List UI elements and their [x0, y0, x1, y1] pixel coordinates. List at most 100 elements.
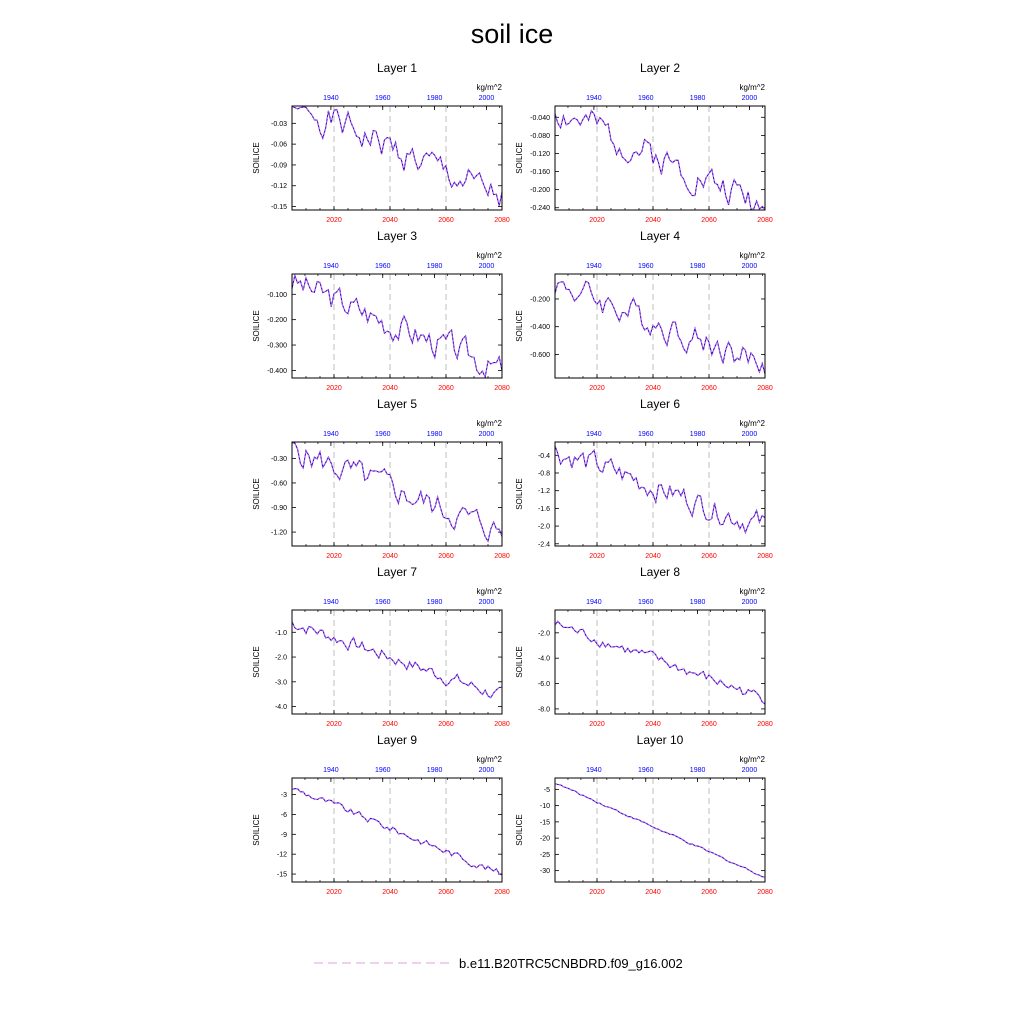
plot-frame — [291, 609, 503, 715]
x-tick-label: 2040 — [382, 385, 398, 392]
x2-tick-label: 1960 — [375, 767, 391, 774]
units-label: kg/m^2 — [739, 251, 765, 260]
y-axis-label: SOILICE — [252, 478, 261, 510]
x2-tick-label: 1960 — [638, 767, 654, 774]
y-tick-label: -15 — [540, 819, 550, 826]
chart-panel-2: Layer 2 kg/m^2 SOILICE 2020 2040 2060 2080 1940… — [515, 61, 773, 224]
y-tick-label: -0.200 — [267, 317, 287, 324]
series-line — [291, 788, 503, 876]
y-axis-label: SOILICE — [515, 814, 524, 846]
panel-title: Layer 5 — [377, 397, 417, 411]
x2-tick-label: 1960 — [375, 599, 391, 606]
series-line — [291, 621, 503, 699]
x-tick-label: 2040 — [382, 721, 398, 728]
units-label: kg/m^2 — [739, 419, 765, 428]
series-line — [554, 109, 766, 211]
x-tick-label: 2080 — [757, 385, 773, 392]
x2-tick-label: 1940 — [586, 431, 602, 438]
x-tick-label: 2080 — [757, 721, 773, 728]
y-tick-label: -0.60 — [271, 480, 287, 487]
x-tick-label: 2060 — [701, 721, 717, 728]
y-tick-label: -0.160 — [530, 169, 550, 176]
x2-tick-label: 1980 — [690, 767, 706, 774]
x-tick-label: 2080 — [757, 553, 773, 560]
panel-title: Layer 8 — [640, 565, 680, 579]
x2-tick-label: 1980 — [427, 599, 443, 606]
chart-panel-5: Layer 5 kg/m^2 SOILICE 2020 2040 2060 2080 1940… — [252, 397, 510, 560]
chart-panel-3: Layer 3 kg/m^2 SOILICE 2020 2040 2060 2080 1940… — [252, 229, 510, 392]
x2-tick-label: 1980 — [427, 263, 443, 270]
panel-title: Layer 10 — [637, 733, 684, 747]
x2-tick-label: 1940 — [586, 767, 602, 774]
x2-tick-label: 1940 — [323, 263, 339, 270]
series-line — [292, 442, 503, 543]
x2-tick-label: 2000 — [479, 95, 495, 102]
y-tick-label: -1.20 — [271, 530, 287, 537]
x2-tick-label: 1980 — [427, 431, 443, 438]
y-tick-label: -25 — [540, 852, 550, 859]
x-tick-label: 2020 — [589, 217, 605, 224]
x-tick-label: 2060 — [438, 889, 454, 896]
chart-panel-10: Layer 10 kg/m^2 SOILICE 2020 2040 2060 2080 194… — [515, 733, 773, 896]
x2-tick-label: 1980 — [427, 767, 443, 774]
x-tick-label: 2040 — [382, 217, 398, 224]
units-label: kg/m^2 — [476, 587, 502, 596]
chart-panel-8: Layer 8 kg/m^2 SOILICE 2020 2040 2060 2080 1940… — [515, 565, 773, 728]
y-tick-label: -30 — [540, 868, 550, 875]
x2-tick-label: 1980 — [690, 263, 706, 270]
units-label: kg/m^2 — [739, 587, 765, 596]
x-tick-label: 2040 — [645, 721, 661, 728]
y-tick-label: -3.0 — [275, 679, 287, 686]
y-tick-label: -0.600 — [530, 352, 550, 359]
x2-tick-label: 1960 — [375, 95, 391, 102]
series-line-overlay — [554, 110, 766, 211]
series-line-overlay — [554, 620, 766, 705]
legend-label: b.e11.B20TRC5CNBDRD.f09_g16.002 — [459, 956, 683, 971]
panel-title: Layer 3 — [377, 229, 417, 243]
x2-tick-label: 1980 — [427, 95, 443, 102]
x-tick-label: 2080 — [494, 385, 510, 392]
x-tick-label: 2080 — [494, 889, 510, 896]
y-tick-label: -0.90 — [271, 505, 287, 512]
y-tick-label: -0.12 — [271, 183, 287, 190]
plot-frame — [291, 105, 503, 211]
plot-frame — [554, 273, 766, 379]
y-tick-label: -0.400 — [267, 368, 287, 375]
series-line-overlay — [291, 106, 503, 206]
x2-tick-label: 2000 — [742, 599, 758, 606]
x2-tick-label: 1940 — [586, 263, 602, 270]
x-tick-label: 2040 — [645, 889, 661, 896]
x-tick-label: 2040 — [645, 553, 661, 560]
x2-tick-label: 1960 — [375, 263, 391, 270]
series-line-overlay — [554, 445, 766, 534]
plot-frame — [291, 273, 503, 379]
y-tick-label: -2.0 — [538, 524, 550, 531]
x-tick-label: 2020 — [326, 721, 342, 728]
x2-tick-label: 1940 — [586, 95, 602, 102]
x2-tick-label: 2000 — [742, 263, 758, 270]
x2-tick-label: 1940 — [323, 95, 339, 102]
x2-tick-label: 1960 — [375, 431, 391, 438]
x2-tick-label: 1960 — [638, 95, 654, 102]
y-tick-label: -6.0 — [538, 681, 550, 688]
x-tick-label: 2020 — [326, 553, 342, 560]
y-axis-label: SOILICE — [252, 310, 261, 342]
y-axis-label: SOILICE — [515, 310, 524, 342]
x-tick-label: 2020 — [589, 385, 605, 392]
plot-frame — [554, 609, 766, 715]
x2-tick-label: 1980 — [690, 599, 706, 606]
chart-panel-7: Layer 7 kg/m^2 SOILICE 2020 2040 2060 2080 1940… — [252, 565, 510, 728]
y-tick-label: -0.8 — [538, 470, 550, 477]
y-tick-label: -4.0 — [538, 656, 550, 663]
y-tick-label: -20 — [540, 836, 550, 843]
x-tick-label: 2020 — [326, 889, 342, 896]
x-tick-label: 2060 — [438, 385, 454, 392]
x2-tick-label: 2000 — [742, 431, 758, 438]
chart-panel-4: Layer 4 kg/m^2 SOILICE 2020 2040 2060 2080 1940… — [515, 229, 773, 392]
series-line-overlay — [292, 442, 503, 543]
series-line — [554, 280, 766, 375]
main-title: soil ice — [471, 19, 554, 49]
x2-tick-label: 2000 — [742, 95, 758, 102]
y-tick-label: -9 — [281, 832, 287, 839]
x-tick-label: 2020 — [326, 217, 342, 224]
